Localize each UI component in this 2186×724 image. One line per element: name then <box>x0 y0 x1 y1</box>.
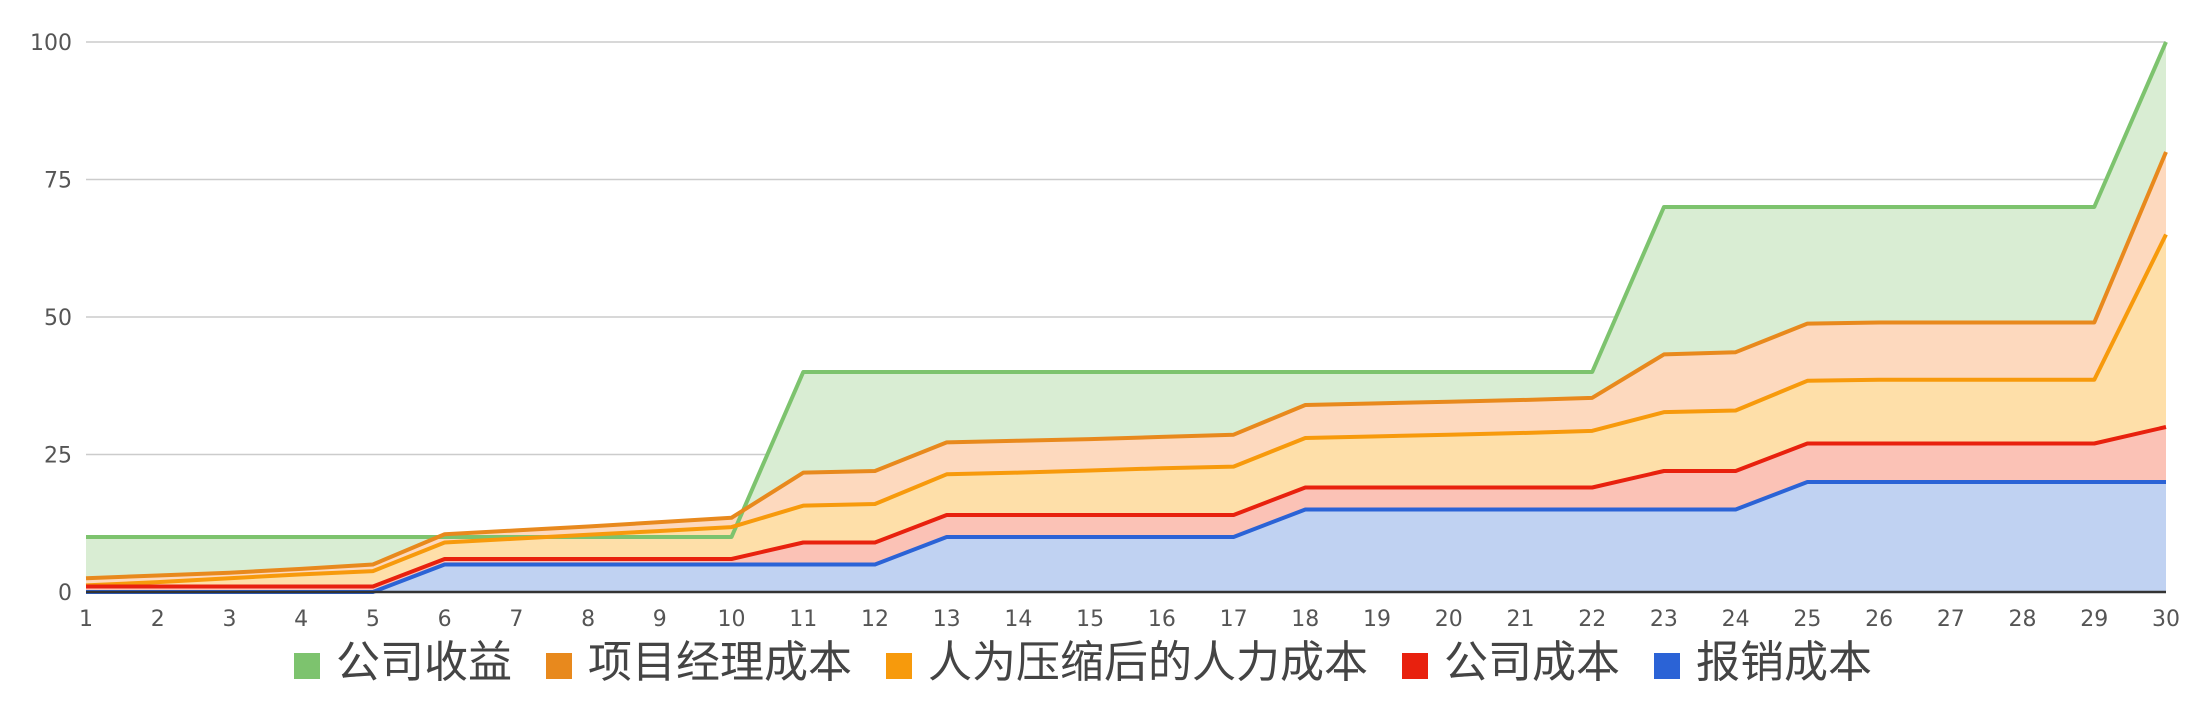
legend-label: 公司成本 <box>1444 637 1620 688</box>
legend-label: 报销成本 <box>1696 637 1872 688</box>
legend-item: 报销成本 <box>1654 637 1872 688</box>
legend-swatch <box>1654 653 1680 679</box>
x-tick-label: 5 <box>366 607 380 632</box>
y-tick-label: 25 <box>44 444 72 469</box>
line-series-3 <box>86 425 2167 589</box>
x-tick-label: 13 <box>933 607 961 632</box>
line-series-4 <box>86 480 2166 594</box>
x-tick-label: 14 <box>1004 607 1032 632</box>
x-tick-label: 16 <box>1148 607 1176 632</box>
x-tick-label: 26 <box>1865 607 1893 632</box>
legend-item: 公司成本 <box>1402 637 1620 688</box>
x-tick-label: 23 <box>1650 607 1678 632</box>
y-tick-label: 50 <box>44 306 72 331</box>
legend-label: 人为压缩后的人力成本 <box>928 637 1368 688</box>
x-tick-label: 30 <box>2152 607 2180 632</box>
x-tick-label: 21 <box>1506 607 1534 632</box>
legend-label: 项目经理成本 <box>588 637 852 688</box>
x-tick-label: 10 <box>718 607 746 632</box>
x-tick-label: 28 <box>2009 607 2037 632</box>
x-tick-label: 1 <box>79 607 93 632</box>
legend-item: 公司收益 <box>294 637 512 688</box>
legend-swatch <box>294 653 320 679</box>
line-series-2 <box>85 233 2168 588</box>
x-tick-label: 8 <box>581 607 595 632</box>
line-series-0 <box>86 41 2168 539</box>
x-tick-label: 4 <box>294 607 308 632</box>
x-tick-label: 11 <box>789 607 817 632</box>
legend-item: 人为压缩后的人力成本 <box>886 637 1368 688</box>
x-tick-label: 27 <box>1937 607 1965 632</box>
x-tick-label: 25 <box>1793 607 1821 632</box>
x-tick-label: 17 <box>1220 607 1248 632</box>
legend-label: 公司收益 <box>336 637 512 688</box>
x-tick-label: 7 <box>509 607 523 632</box>
y-tick-label: 100 <box>30 31 72 56</box>
x-tick-label: 12 <box>861 607 889 632</box>
x-tick-label: 20 <box>1435 607 1463 632</box>
x-tick-label: 9 <box>653 607 667 632</box>
legend-swatch <box>546 653 572 679</box>
x-tick-label: 15 <box>1076 607 1104 632</box>
x-tick-label: 19 <box>1363 607 1391 632</box>
x-tick-label: 18 <box>1291 607 1319 632</box>
legend-swatch <box>1402 653 1428 679</box>
x-tick-label: 29 <box>2080 607 2108 632</box>
series-lines <box>85 41 2168 594</box>
x-tick-label: 22 <box>1578 607 1606 632</box>
y-tick-label: 0 <box>58 581 72 606</box>
x-tick-label: 6 <box>438 607 452 632</box>
legend-item: 项目经理成本 <box>546 637 852 688</box>
legend-swatch <box>886 653 912 679</box>
x-tick-label: 2 <box>151 607 165 632</box>
y-tick-label: 75 <box>44 169 72 194</box>
x-tick-label: 3 <box>222 607 236 632</box>
line-series-1 <box>85 151 2168 581</box>
x-tick-label: 24 <box>1722 607 1750 632</box>
legend: 公司收益 项目经理成本 人为压缩后的人力成本 公司成本 报销成本 <box>294 637 1872 688</box>
